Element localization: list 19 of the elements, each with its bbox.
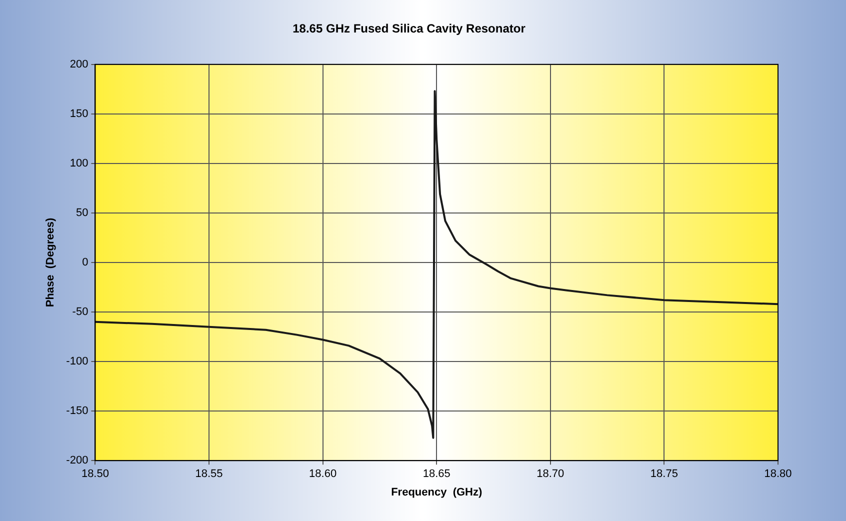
y-tick-label: 150 — [70, 108, 88, 120]
x-axis-title: Frequency (GHz) — [391, 486, 482, 498]
x-tick-label: 18.55 — [195, 468, 223, 480]
y-tick-label: -200 — [66, 454, 88, 467]
x-tick-label: 18.80 — [764, 468, 792, 480]
x-tick-label: 18.60 — [309, 468, 337, 480]
y-tick-label: 0 — [82, 256, 88, 269]
chart-title: 18.65 GHz Fused Silica Cavity Resonator — [292, 22, 526, 36]
y-tick-label: 200 — [70, 58, 88, 70]
y-tick-label: -50 — [72, 306, 88, 318]
y-tick-label: -100 — [66, 356, 88, 368]
x-tick-label: 18.70 — [536, 468, 564, 480]
y-axis-title: Phase (Degrees) — [44, 218, 57, 308]
y-tick-label: -150 — [66, 405, 88, 418]
x-tick-label: 18.75 — [650, 468, 678, 480]
y-tick-label: 50 — [76, 207, 88, 220]
x-tick-label: 18.50 — [81, 468, 109, 480]
y-tick-label: 100 — [70, 157, 88, 170]
x-tick-label: 18.65 — [422, 468, 450, 480]
